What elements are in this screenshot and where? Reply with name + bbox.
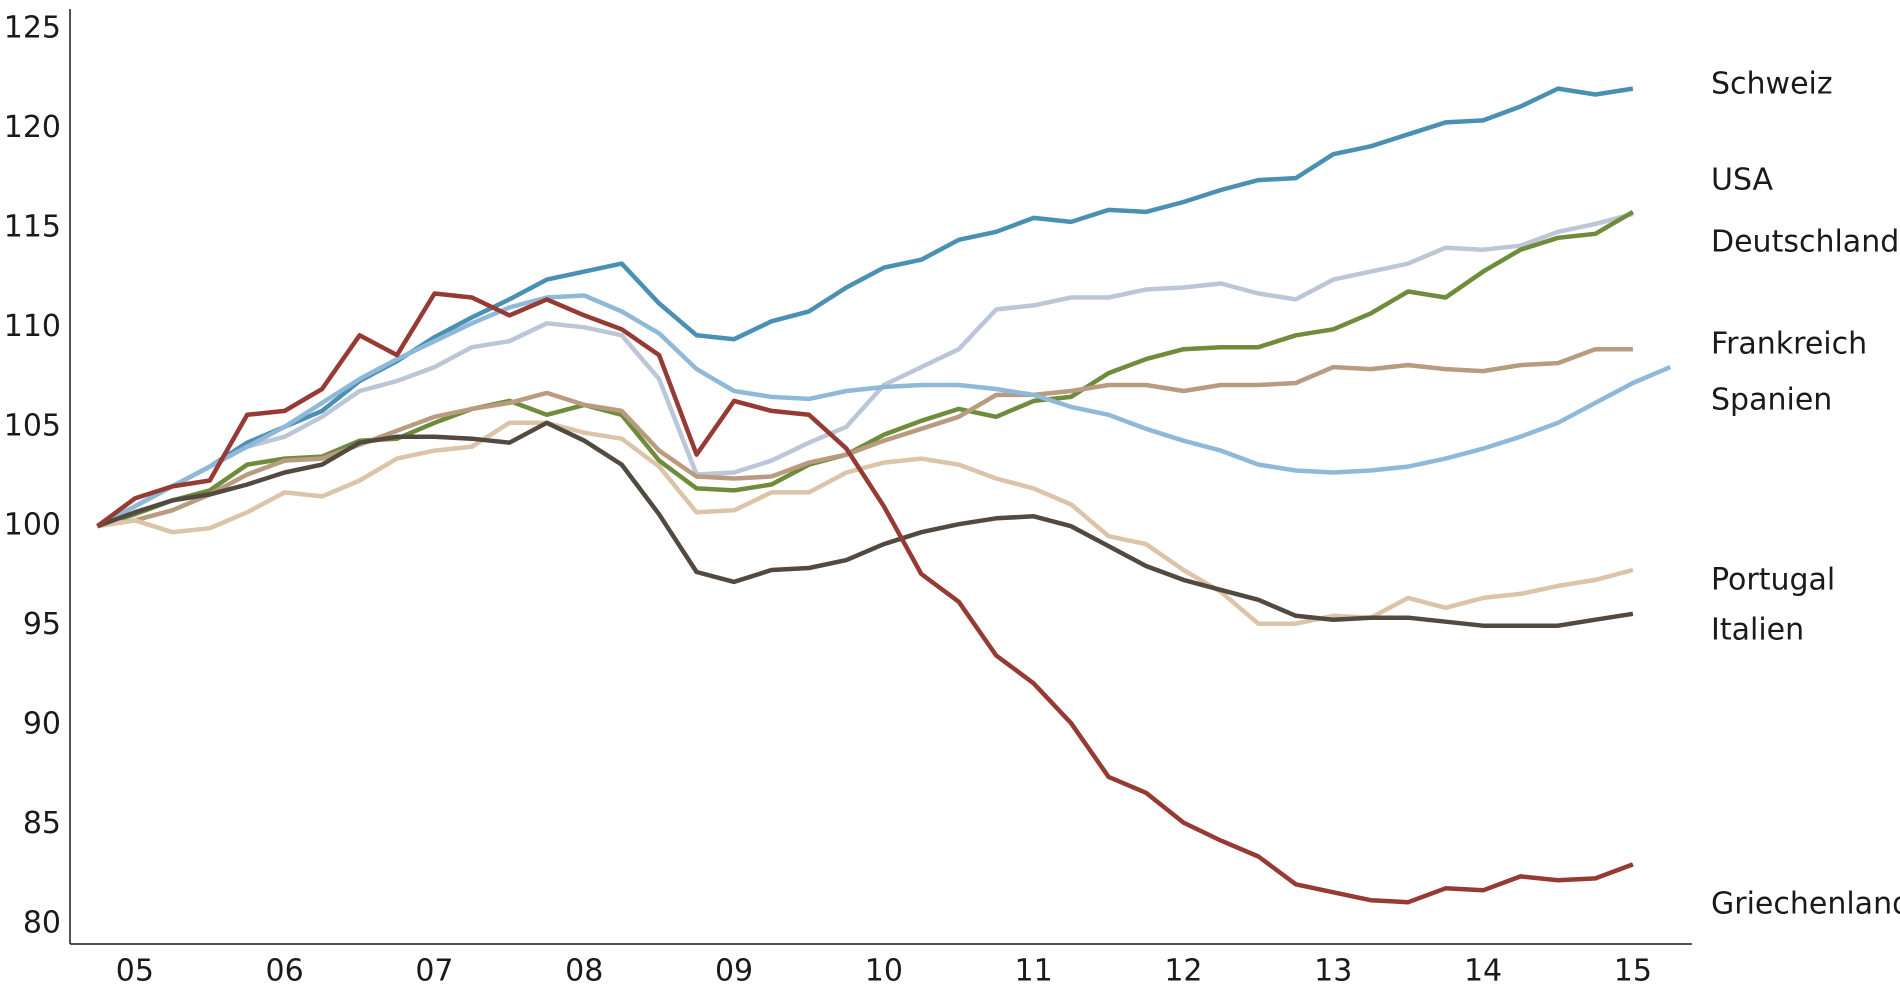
y-tick-label: 90	[23, 707, 61, 742]
x-tick-label: 13	[1314, 954, 1352, 989]
series-label: Deutschland	[1711, 225, 1899, 260]
series-line	[97, 420, 1634, 626]
x-tick-label: 12	[1164, 954, 1202, 989]
y-tick-label: 80	[23, 906, 61, 941]
series-line	[96, 211, 1634, 529]
series-line	[97, 346, 1633, 529]
x-tick-label: 06	[266, 954, 304, 989]
series-label: Frankreich	[1711, 327, 1867, 362]
x-tick-label: 08	[565, 954, 603, 989]
x-tick-label: 07	[415, 954, 453, 989]
series-line	[96, 420, 1634, 628]
series-label: Italien	[1711, 613, 1804, 648]
y-tick-label: 95	[23, 607, 61, 642]
y-tick-label: 85	[23, 806, 61, 841]
series-line	[96, 209, 1635, 529]
y-tick-label: 120	[4, 110, 61, 145]
series-line	[96, 86, 1634, 529]
x-tick-label: 05	[116, 954, 154, 989]
series-label: USA	[1711, 163, 1774, 198]
series-label: Portugal	[1711, 563, 1835, 598]
y-tick-label: 110	[4, 309, 61, 344]
series-line	[96, 291, 1634, 905]
x-tick-label: 09	[715, 954, 753, 989]
series-label: Schweiz	[1711, 67, 1833, 102]
y-tick-label: 100	[4, 508, 61, 543]
x-tick-label: 15	[1614, 954, 1652, 989]
series-label: Griechenland	[1711, 887, 1900, 922]
x-tick-label: 10	[865, 954, 903, 989]
series-line	[96, 293, 1672, 529]
y-tick-label: 105	[4, 408, 61, 443]
y-tick-label: 125	[4, 10, 61, 45]
x-tick-label: 14	[1464, 954, 1502, 989]
x-tick-label: 11	[1015, 954, 1053, 989]
series-label: Spanien	[1711, 383, 1832, 418]
y-tick-label: 115	[4, 209, 61, 244]
